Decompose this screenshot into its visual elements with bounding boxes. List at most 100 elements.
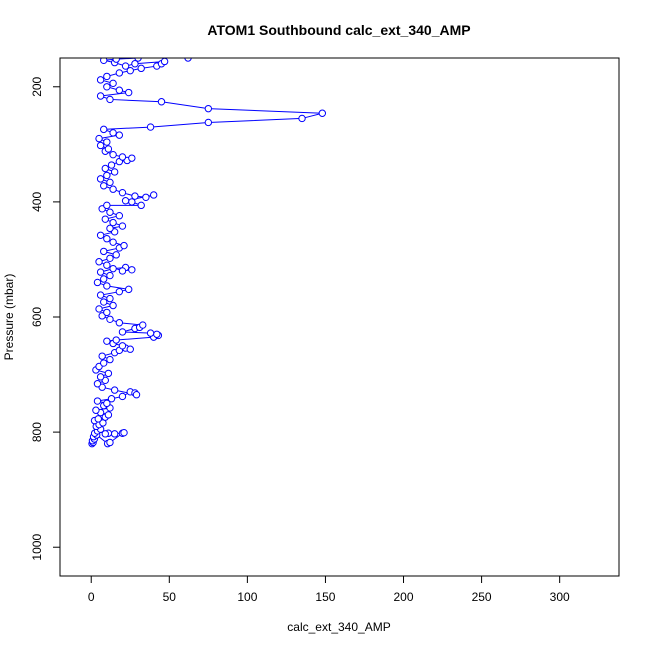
data-point — [112, 58, 120, 63]
data-point — [92, 406, 100, 414]
x-tick-label: 0 — [88, 590, 95, 604]
data-point — [100, 359, 108, 367]
data-point — [93, 397, 102, 405]
data-point — [118, 328, 127, 336]
data-point — [107, 161, 116, 169]
plot-frame — [59, 57, 620, 577]
data-point — [93, 278, 102, 287]
data-point — [96, 92, 105, 100]
data-point — [96, 76, 105, 84]
data-point — [115, 287, 124, 296]
data-point — [96, 373, 105, 381]
x-axis-label: calc_ext_340_AMP — [287, 620, 390, 634]
data-point — [137, 64, 145, 73]
data-point — [128, 266, 136, 274]
data-point — [100, 125, 108, 134]
data-point — [142, 193, 150, 201]
y-tick-label: 200 — [30, 76, 44, 96]
data-point — [146, 329, 155, 337]
data-point — [95, 258, 103, 266]
data-point — [103, 282, 111, 290]
data-point — [106, 178, 114, 187]
x-tick-label: 50 — [163, 590, 177, 604]
data-point — [96, 291, 105, 299]
data-point — [103, 308, 111, 317]
data-point — [106, 315, 114, 323]
data-point — [109, 264, 117, 273]
data-point — [125, 88, 133, 97]
data-point — [106, 95, 114, 104]
data-point — [100, 247, 108, 256]
data-point — [101, 164, 109, 173]
data-point — [110, 430, 119, 438]
data-point — [103, 235, 111, 243]
data-point — [103, 138, 111, 146]
data-point — [109, 129, 117, 137]
data-point — [153, 330, 161, 338]
data-point — [149, 191, 158, 199]
data-point — [131, 192, 139, 200]
data-point — [318, 109, 327, 117]
data-point — [125, 285, 133, 294]
data-point — [101, 430, 109, 438]
data-point — [96, 231, 105, 239]
data-point — [126, 66, 134, 75]
data-point — [121, 197, 130, 205]
data-point — [160, 58, 169, 66]
data-point — [109, 301, 117, 310]
data-point — [112, 336, 120, 344]
y-tick-label: 600 — [30, 307, 44, 327]
data-point — [112, 251, 120, 259]
data-point — [109, 218, 117, 227]
data-point — [104, 411, 113, 419]
data-point — [120, 428, 128, 437]
data-point — [103, 83, 111, 91]
data-point — [103, 337, 111, 345]
data-point — [103, 261, 111, 269]
x-tick-label: 150 — [315, 590, 335, 604]
data-point — [109, 79, 117, 88]
data-point — [101, 215, 109, 223]
data-point — [128, 154, 136, 162]
chart-title: ATOM1 Southbound calc_ext_340_AMP — [207, 22, 470, 38]
data-point — [103, 72, 111, 81]
data-point — [110, 168, 119, 176]
data-point — [106, 438, 114, 447]
x-tick-label: 250 — [472, 590, 492, 604]
data-point — [106, 224, 114, 233]
y-tick-label: 1000 — [30, 534, 44, 561]
plot-area — [88, 58, 327, 448]
data-point — [115, 212, 124, 220]
data-point — [118, 188, 127, 197]
data-point — [115, 131, 124, 139]
data-point — [110, 386, 119, 394]
data-point — [96, 141, 105, 150]
data-point — [95, 305, 103, 313]
data-point — [103, 171, 111, 180]
data-point — [204, 118, 213, 127]
data-point — [137, 201, 145, 210]
data-point — [139, 321, 147, 329]
y-axis-label: Pressure (mbar) — [2, 274, 16, 361]
y-tick-label: 800 — [30, 422, 44, 442]
data-point — [131, 60, 139, 68]
data-point — [106, 271, 114, 280]
data-point — [106, 254, 114, 262]
y-tick-label: 400 — [30, 192, 44, 212]
x-tick-label: 300 — [550, 590, 570, 604]
data-point — [126, 345, 134, 353]
data-point — [109, 238, 117, 246]
data-point — [184, 58, 192, 62]
series-line — [91, 58, 323, 445]
data-point — [204, 104, 213, 113]
data-point — [100, 58, 108, 64]
data-point — [103, 399, 111, 408]
data-point — [121, 62, 130, 70]
data-point — [96, 268, 105, 276]
data-point — [157, 98, 166, 106]
data-point — [118, 222, 127, 230]
data-point — [103, 201, 111, 210]
data-point — [106, 355, 114, 364]
data-point — [118, 342, 127, 350]
